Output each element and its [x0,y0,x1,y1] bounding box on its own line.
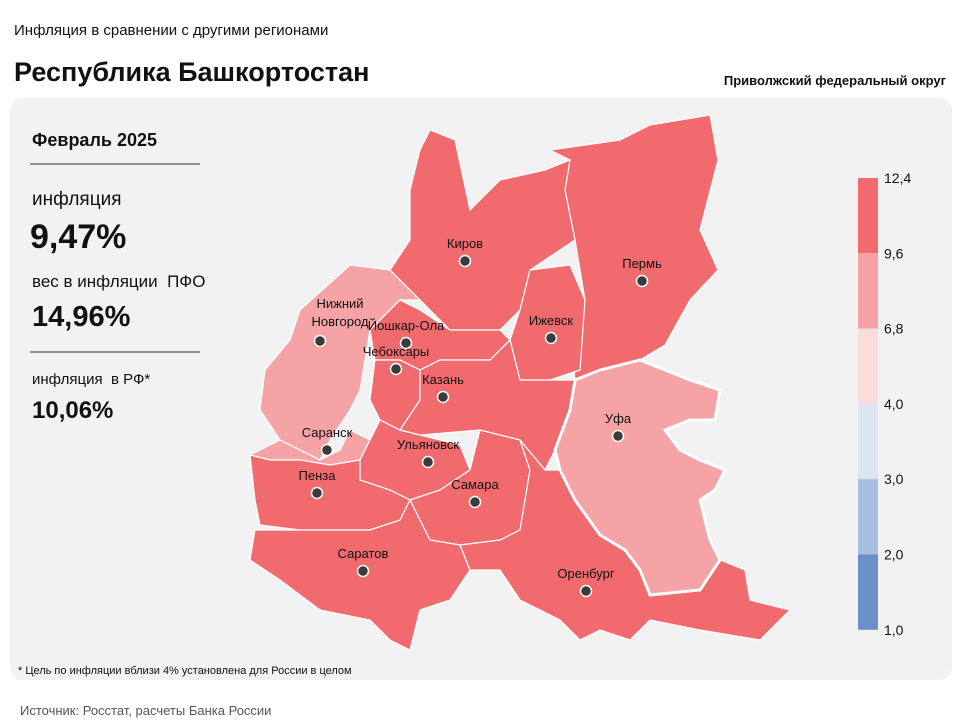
rf-label: инфляция в РФ* [32,371,150,388]
legend-swatch [858,554,878,630]
city-dot [544,331,558,345]
legend-tick-label: 4,0 [884,396,904,412]
city-dot [579,584,593,598]
city-label: Йошкар-Ола [368,318,445,333]
legend-swatch [858,178,878,254]
legend-tick-label: 1,0 [884,622,904,638]
city-label: Чебоксары [363,344,430,359]
region-highlight [553,358,728,597]
city-label: Оренбург [557,566,614,581]
city-dot [313,334,327,348]
legend: 12,4 9,6 6,8 4,0 3,0 2,0 1,0 [858,170,911,638]
city-dot [436,390,450,404]
district: Приволжский федеральный округ [724,73,947,88]
legend-swatch [858,328,878,404]
legend-swatch [858,253,878,329]
city-dot [310,486,324,500]
inflation-label: инфляция [32,189,121,210]
city-label: Ульяновск [397,437,459,452]
city-label: Самара [451,477,499,492]
legend-tick-label: 12,4 [884,170,911,186]
period: Февраль 2025 [32,130,157,150]
city-dot [421,455,435,469]
city-dot [389,362,403,376]
city-dot [611,429,625,443]
rf-value: 10,06% [32,397,113,424]
title: Республика Башкортостан [14,57,369,87]
city-label-line: Нижний [316,296,363,311]
city-label: Уфа [605,411,632,426]
cities: Киров Пермь Нижний Новгород Ижевск Йошкар-Ола… [299,236,662,598]
city-dot [356,564,370,578]
city-dot [468,495,482,509]
weight-label: вес в инфляции ПФО [32,272,205,291]
legend-tick-label: 3,0 [884,471,904,487]
city-dot [635,274,649,288]
legend-tick-label: 6,8 [884,321,904,337]
city-dot [320,443,334,457]
city-label: Нижний Новгород [312,296,369,329]
city-label: Саратов [338,546,389,561]
city-label: Пермь [622,256,662,271]
city-dot [399,336,413,350]
legend-tick-label: 9,6 [884,245,904,261]
city-label: Пенза [299,468,337,483]
legend-swatch [858,479,878,555]
region [249,454,411,531]
legend-tick-label: 2,0 [884,547,904,563]
city-label: Саранск [302,425,353,440]
footnote: * Цель по инфляции вблизи 4% установлена… [18,665,352,677]
city-label: Казань [422,372,464,387]
subtitle: Инфляция в сравнении с другими регионами [14,22,328,39]
city-label: Киров [447,236,483,251]
source: Источник: Росстат, расчеты Банка России [20,703,271,718]
inflation-value: 9,47% [30,218,126,256]
city-label: Ижевск [529,313,574,328]
city-label-line: Новгород [312,314,369,329]
legend-swatch [858,403,878,480]
city-dot [458,254,472,268]
region [548,114,719,381]
weight-value: 14,96% [32,301,131,333]
map [248,114,792,651]
